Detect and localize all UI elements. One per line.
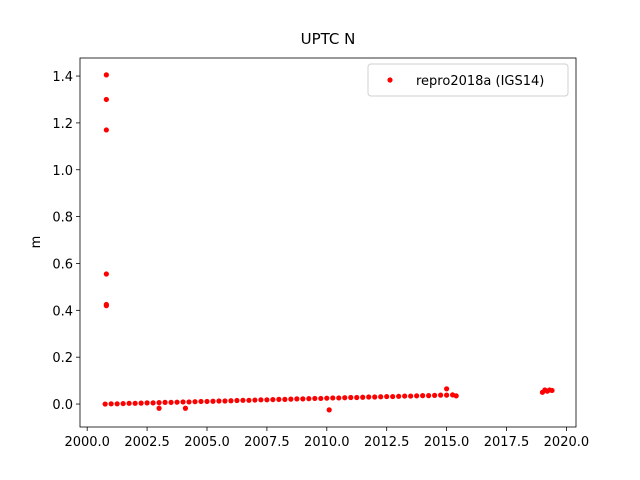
- data-point: [192, 399, 198, 405]
- data-point: [312, 395, 318, 402]
- data-point: [336, 395, 342, 401]
- data-point: [420, 393, 426, 399]
- data-point: [138, 400, 144, 406]
- data-point: [366, 394, 372, 400]
- data-point: [438, 392, 444, 398]
- data-point: [330, 395, 336, 401]
- data-point: [282, 396, 288, 402]
- data-point: [103, 303, 109, 309]
- x-tick-label: 2005.0: [184, 435, 230, 450]
- data-point: [444, 386, 450, 392]
- data-point: [453, 393, 459, 399]
- data-point: [252, 397, 258, 403]
- data-point: [156, 400, 162, 406]
- data-point: [326, 407, 332, 413]
- data-point: [216, 398, 222, 404]
- data-point: [294, 396, 300, 402]
- data-point: [426, 393, 432, 399]
- legend-box: [367, 63, 569, 97]
- y-tick-label: 0.8: [52, 211, 73, 226]
- y-tick-label: 1.0: [52, 164, 73, 179]
- data-point: [264, 397, 270, 403]
- x-tick-label: 2010.0: [304, 435, 350, 450]
- data-point: [228, 398, 234, 404]
- plot-area: [102, 72, 555, 413]
- legend-label: repro2018a (IGS14): [416, 74, 544, 89]
- y-tick-label: 0.0: [52, 398, 73, 413]
- data-point: [103, 127, 109, 133]
- data-point: [150, 400, 156, 406]
- data-point: [306, 396, 312, 402]
- data-point: [258, 397, 264, 403]
- data-point: [132, 400, 138, 406]
- chart-title: UPTC N: [301, 30, 356, 48]
- y-tick-label: 0.4: [52, 304, 73, 319]
- data-point: [114, 401, 120, 407]
- y-tick-label: 0.2: [52, 351, 73, 366]
- data-point: [204, 398, 210, 405]
- x-tick-label: 2012.5: [364, 435, 410, 450]
- data-point: [246, 397, 252, 403]
- data-point: [288, 396, 294, 402]
- y-axis-label: m: [29, 236, 44, 249]
- x-tick-label: 2017.5: [484, 435, 530, 450]
- data-point: [396, 393, 402, 399]
- data-point: [168, 399, 174, 405]
- data-point: [354, 394, 360, 401]
- data-point: [240, 397, 246, 403]
- data-point: [120, 400, 126, 407]
- data-point: [222, 398, 228, 404]
- data-point: [102, 401, 108, 407]
- axes-frame: [79, 57, 577, 428]
- data-point: [182, 405, 189, 411]
- x-tick-label: 2015.0: [424, 435, 470, 450]
- data-point: [384, 393, 390, 400]
- y-tick-label: 1.2: [52, 117, 73, 132]
- data-point: [360, 394, 366, 400]
- data-point: [210, 398, 216, 404]
- data-point: [198, 398, 204, 405]
- data-point: [144, 400, 150, 406]
- data-point: [390, 393, 396, 400]
- data-point: [402, 393, 408, 399]
- data-point: [162, 399, 168, 405]
- data-point: [408, 393, 414, 399]
- data-point: [342, 395, 348, 401]
- data-point: [174, 399, 180, 405]
- x-tick-label: 2020.0: [544, 435, 590, 450]
- data-point: [318, 395, 324, 402]
- x-tick-label: 2000.0: [64, 435, 110, 450]
- data-point: [270, 396, 276, 403]
- y-tick-label: 0.6: [52, 257, 73, 272]
- data-point: [234, 397, 240, 404]
- data-point: [324, 395, 330, 401]
- data-point: [414, 393, 420, 399]
- data-point: [103, 271, 109, 277]
- data-point: [108, 401, 114, 407]
- data-point: [156, 405, 162, 411]
- data-point: [372, 394, 378, 400]
- data-point: [549, 387, 555, 394]
- x-tick-label: 2002.5: [124, 435, 170, 450]
- data-point: [186, 399, 192, 405]
- data-point: [348, 394, 354, 401]
- data-point: [126, 400, 132, 406]
- data-point: [103, 96, 109, 103]
- data-point: [378, 394, 384, 400]
- legend-marker: [387, 77, 393, 83]
- data-point: [300, 396, 306, 402]
- x-tick-label: 2007.5: [244, 435, 290, 450]
- data-point: [180, 399, 186, 405]
- y-tick-label: 1.4: [52, 70, 73, 85]
- data-point: [103, 72, 109, 78]
- data-point: [276, 396, 282, 402]
- data-point: [432, 392, 438, 398]
- data-point: [444, 392, 450, 398]
